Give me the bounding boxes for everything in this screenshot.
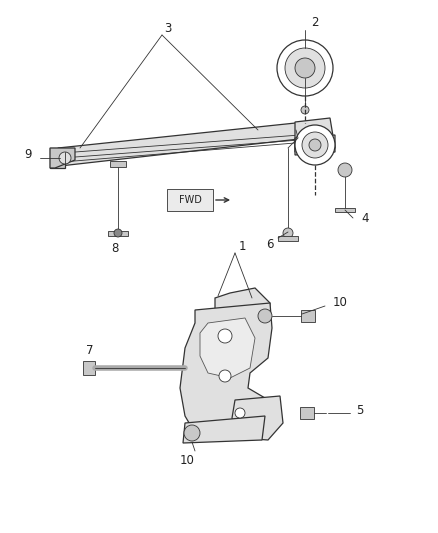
- Text: 9: 9: [24, 149, 32, 161]
- Circle shape: [218, 329, 232, 343]
- Circle shape: [235, 408, 245, 418]
- Polygon shape: [108, 231, 128, 236]
- Circle shape: [301, 106, 309, 114]
- Circle shape: [59, 152, 71, 164]
- Text: 10: 10: [332, 296, 347, 310]
- Polygon shape: [232, 396, 283, 440]
- Circle shape: [309, 139, 321, 151]
- Text: 6: 6: [266, 238, 274, 252]
- Polygon shape: [50, 148, 75, 168]
- Text: 7: 7: [86, 343, 94, 357]
- Circle shape: [283, 228, 293, 238]
- Circle shape: [302, 132, 328, 158]
- Polygon shape: [167, 189, 213, 211]
- Text: FWD: FWD: [179, 195, 201, 205]
- Polygon shape: [183, 416, 265, 443]
- Polygon shape: [295, 135, 335, 155]
- Circle shape: [184, 425, 200, 441]
- Text: 5: 5: [356, 403, 364, 416]
- Circle shape: [114, 229, 122, 237]
- Circle shape: [277, 40, 333, 96]
- Circle shape: [219, 370, 231, 382]
- Polygon shape: [180, 303, 272, 440]
- Polygon shape: [110, 161, 126, 167]
- Polygon shape: [58, 122, 308, 166]
- Text: 3: 3: [164, 21, 172, 35]
- Polygon shape: [300, 407, 314, 419]
- Text: 8: 8: [111, 241, 119, 254]
- Polygon shape: [278, 236, 298, 241]
- Polygon shape: [200, 318, 255, 378]
- Polygon shape: [295, 118, 335, 152]
- Circle shape: [285, 48, 325, 88]
- Polygon shape: [215, 288, 270, 328]
- Text: 2: 2: [311, 15, 319, 28]
- Polygon shape: [301, 310, 315, 322]
- Polygon shape: [335, 208, 355, 212]
- Polygon shape: [50, 148, 65, 168]
- Text: 4: 4: [361, 212, 369, 224]
- Text: 10: 10: [180, 454, 194, 466]
- Polygon shape: [83, 361, 95, 375]
- Circle shape: [295, 58, 315, 78]
- Circle shape: [258, 309, 272, 323]
- Circle shape: [338, 163, 352, 177]
- Circle shape: [295, 125, 335, 165]
- Text: 1: 1: [238, 239, 246, 253]
